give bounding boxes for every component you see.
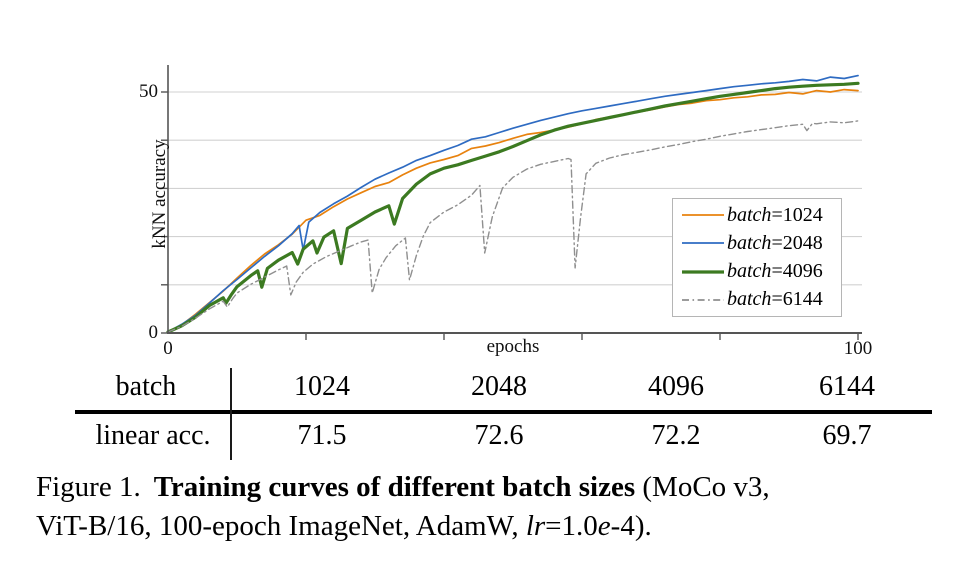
legend-line-swatch xyxy=(682,242,724,245)
caption-line-1: Figure 1. Training curves of different ba… xyxy=(36,468,956,507)
legend-label: batch=4096 xyxy=(727,260,823,283)
caption-line2-suffix: -4). xyxy=(610,510,652,542)
caption-e-italic: e xyxy=(597,510,611,542)
legend-label: batch=2048 xyxy=(727,231,823,254)
legend: batch=1024 batch=2048 batch=4096 batch=6144 xyxy=(672,198,842,317)
series-line-batch-4096 xyxy=(166,81,860,334)
table-cell-acc-4096: 72.2 xyxy=(651,420,701,451)
series-line-batch-6144 xyxy=(167,120,859,333)
y-axis-title: kNN accuracy xyxy=(149,139,170,249)
caption-eq: =1.0 xyxy=(545,510,598,542)
table-horizontal-rule xyxy=(75,410,932,414)
legend-line-swatch xyxy=(682,298,724,301)
table-cell-batch-1024: 1024 xyxy=(294,371,350,402)
legend-line-swatch xyxy=(682,214,724,217)
caption-line2-prefix: ViT-B/16, 100-epoch ImageNet, AdamW, xyxy=(36,510,526,542)
table-cell-batch-2048: 2048 xyxy=(471,371,527,402)
figure-caption: Figure 1. Training curves of different ba… xyxy=(36,468,956,546)
x-axis-title: epochs xyxy=(486,336,540,357)
caption-title-bold: Training curves of different batch sizes xyxy=(153,471,636,503)
legend-line-swatch xyxy=(682,270,724,274)
legend-item-1024: batch=1024 xyxy=(681,201,837,229)
table-cell-batch-6144: 6144 xyxy=(819,371,875,402)
table-row1-label: batch xyxy=(115,371,177,402)
table-cell-acc-6144: 69.7 xyxy=(822,420,872,451)
y-tick-label-0: 0 xyxy=(148,322,159,343)
table-cell-acc-1024: 71.5 xyxy=(297,420,347,451)
caption-lr-italic: lr xyxy=(525,510,546,542)
x-tick-label-100: 100 xyxy=(843,338,873,359)
caption-line1-tail: (MoCo v3, xyxy=(635,471,770,503)
table-cell-acc-2048: 72.6 xyxy=(474,420,524,451)
y-tick-label-50: 50 xyxy=(139,81,158,102)
training-curves-chart xyxy=(161,65,862,340)
caption-figure-label: Figure 1. xyxy=(36,471,141,503)
table-vertical-rule xyxy=(230,368,232,460)
caption-line-2: ViT-B/16, 100-epoch ImageNet, AdamW, lr=… xyxy=(36,507,956,546)
table-cell-batch-4096: 4096 xyxy=(648,371,704,402)
legend-item-6144: batch=6144 xyxy=(681,286,837,314)
legend-item-2048: batch=2048 xyxy=(681,229,837,257)
legend-item-4096: batch=4096 xyxy=(681,258,837,286)
legend-label: batch=1024 xyxy=(727,203,823,226)
table-row2-label: linear acc. xyxy=(95,420,211,451)
legend-label: batch=6144 xyxy=(727,288,823,311)
series-line-batch-2048 xyxy=(167,74,859,333)
x-tick-label-0: 0 xyxy=(163,338,173,359)
